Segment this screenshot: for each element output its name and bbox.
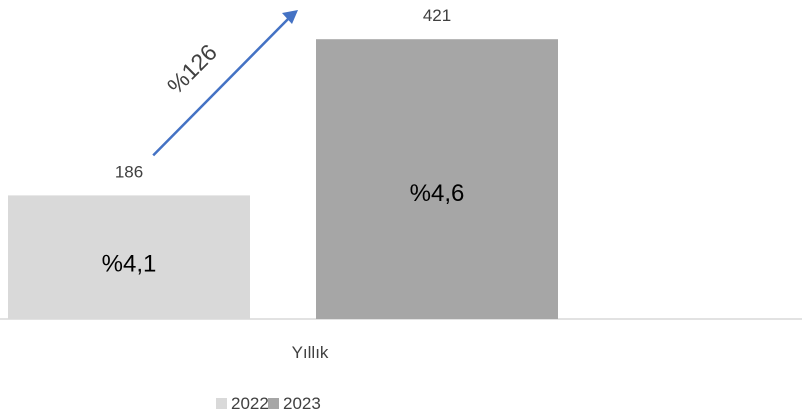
bar-2023 xyxy=(316,39,558,319)
bars-layer: 186 %4,1 421 %4,6 %126 xyxy=(8,6,558,319)
legend-label-2023: 2023 xyxy=(283,394,321,413)
inner-label-2023: %4,6 xyxy=(410,180,465,207)
legend-swatch-2022 xyxy=(216,398,227,409)
bar-2022 xyxy=(8,195,250,319)
inner-label-2022: %4,1 xyxy=(102,250,157,277)
legend-label-2022: 2022 xyxy=(231,394,269,413)
growth-arrow-line xyxy=(152,14,293,157)
x-tick-label: Yıllık xyxy=(292,343,329,362)
legend: 2022 2023 xyxy=(216,394,321,413)
legend-swatch-2023 xyxy=(268,398,279,409)
growth-arrow-head xyxy=(282,10,298,24)
value-label-2023: 421 xyxy=(423,6,451,25)
value-label-2022: 186 xyxy=(115,162,143,181)
growth-label: %126 xyxy=(162,39,222,99)
